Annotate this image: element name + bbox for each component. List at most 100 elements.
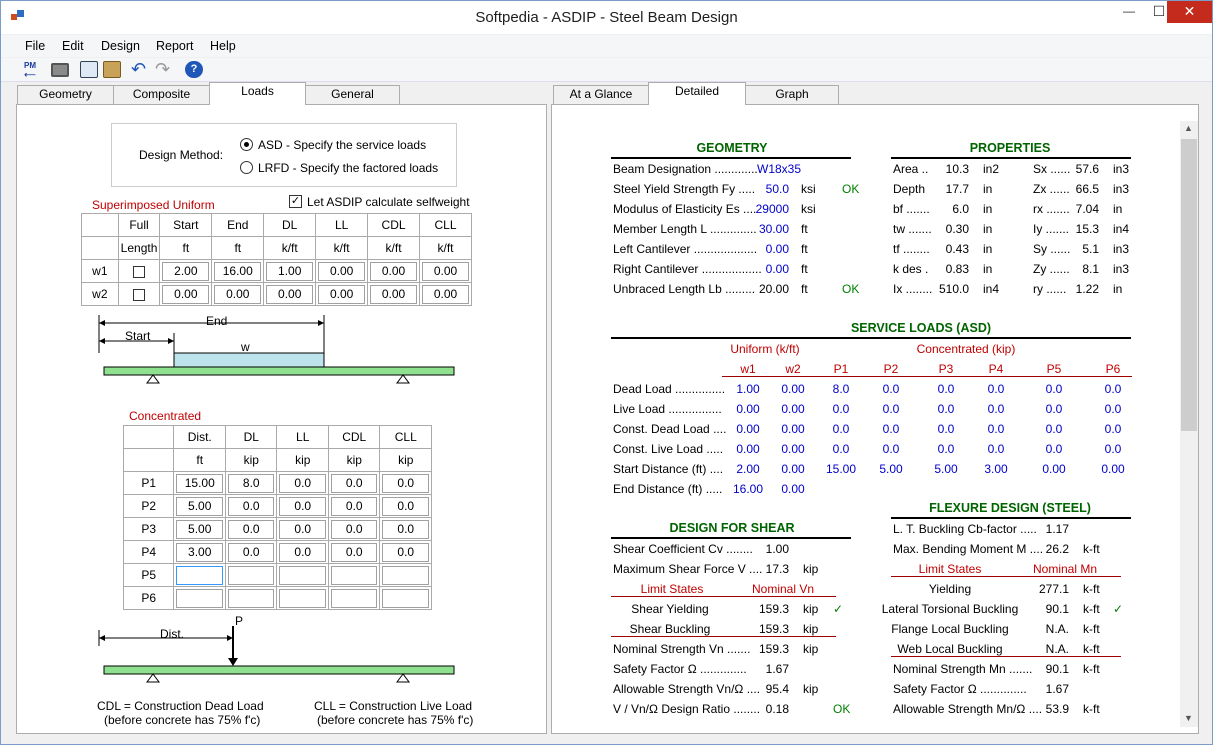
undo-icon[interactable]: ↶ [131,59,147,79]
dist-input[interactable]: 15.00 [176,473,223,493]
ll-input[interactable]: 0.0 [279,473,326,493]
selfweight-checkbox[interactable]: ✓ [289,195,302,208]
start-input[interactable]: 2.00 [162,261,210,281]
cll-input[interactable]: 0.0 [382,542,429,562]
end-input[interactable]: 0.00 [214,284,262,304]
tab-geometry[interactable]: Geometry [17,85,114,104]
ll-input[interactable] [279,588,326,608]
ll-input[interactable]: 0.0 [279,519,326,539]
prop-label: k des . [893,262,929,276]
vertical-scrollbar[interactable]: ▲ ▼ [1180,121,1198,727]
title-bar: Softpedia - ASDIP - Steel Beam Design — … [1,1,1212,34]
tab-detailed[interactable]: Detailed [648,82,746,105]
nominal-header: Nominal Mn [1032,562,1098,576]
service-value: 0.0 [987,402,1005,416]
dl-input[interactable]: 0.00 [266,284,314,304]
close-button[interactable]: ✕ [1167,1,1212,23]
cdl-input[interactable] [330,588,378,608]
cll-input[interactable]: 0.00 [422,284,469,304]
prop-unit: in3 [1113,182,1130,196]
ll-input[interactable]: 0.00 [318,284,366,304]
shear-title: DESIGN FOR SHEAR [669,521,795,535]
dist-input[interactable]: 3.00 [176,542,223,562]
cll-input[interactable]: 0.0 [382,496,429,516]
report-value: N.A. [1045,642,1069,656]
start-input[interactable]: 0.00 [162,284,210,304]
cll-input[interactable] [382,565,429,585]
report-label: Nominal Strength Mn ....... [893,662,1033,676]
scroll-down-icon[interactable]: ▼ [1184,713,1193,723]
prop-value: 57.6 [1075,162,1099,176]
cdl-input[interactable]: 0.00 [370,261,417,281]
copy-icon[interactable] [80,61,98,78]
report-value: 159.3 [758,622,789,636]
help-icon[interactable]: ? [185,61,203,78]
dl-input[interactable]: 0.0 [227,496,275,516]
maximize-button[interactable]: ☐ [1152,3,1166,19]
lrfd-radio[interactable] [240,161,253,174]
cdl-input[interactable]: 0.0 [330,519,378,539]
service-value: 0.0 [937,442,955,456]
cdl-input[interactable]: 0.0 [330,542,378,562]
ll-input[interactable]: 0.0 [279,496,326,516]
unit-header: ft [159,236,213,260]
dl-input[interactable] [227,588,275,608]
redo-icon[interactable]: ↷ [155,59,171,79]
scroll-thumb[interactable] [1181,139,1197,431]
dist-input[interactable]: 5.00 [176,519,223,539]
menu-edit[interactable]: Edit [62,39,84,53]
menu-report[interactable]: Report [156,39,194,53]
ll-input[interactable] [279,565,326,585]
cll-input[interactable] [382,588,429,608]
paste-icon[interactable] [103,61,121,78]
end-input[interactable]: 16.00 [214,261,262,281]
dist-input[interactable] [176,565,223,585]
service-value: 16.00 [732,482,764,496]
ll-input[interactable]: 0.00 [318,261,366,281]
report-label: Shear Coefficient Cv ........ [613,542,753,556]
cdl-note-sub: (before concrete has 75% f'c) [104,713,261,727]
ll-input[interactable]: 0.0 [279,542,326,562]
unit-header: kip [379,448,432,472]
prop-unit: in3 [1113,242,1130,256]
report-value: 159.3 [758,642,789,656]
full-length-checkbox[interactable] [133,288,146,301]
dl-input[interactable]: 0.0 [227,519,275,539]
asd-radio[interactable] [240,138,253,151]
menu-file[interactable]: File [25,39,46,53]
menu-design[interactable]: Design [101,39,140,53]
cdl-input[interactable]: 0.00 [370,284,417,304]
dl-input[interactable] [227,565,275,585]
service-value: 2.00 [736,462,760,476]
dl-input[interactable]: 0.0 [227,542,275,562]
properties-title: PROPERTIES [969,141,1051,155]
cll-input[interactable]: 0.00 [422,261,469,281]
prop-label: rx ....... [1033,202,1070,216]
cdl-input[interactable]: 0.0 [330,496,378,516]
dist-input[interactable] [176,588,223,608]
menu-help[interactable]: Help [210,39,236,53]
tab-at-a-glance[interactable]: At a Glance [553,85,649,104]
prop-unit: in [983,242,993,256]
tab-general[interactable]: General [305,85,400,104]
tab-loads[interactable]: Loads [209,82,306,105]
dist-input[interactable]: 5.00 [176,496,223,516]
cll-input[interactable]: 0.0 [382,519,429,539]
dl-input[interactable]: 8.0 [227,473,275,493]
cdl-input[interactable] [330,565,378,585]
prop-label: bf ....... [893,202,930,216]
dl-input[interactable]: 1.00 [266,261,314,281]
print-icon[interactable] [51,63,69,77]
limit-label: Flange Local Buckling [891,622,1009,636]
minimize-button[interactable]: — [1123,4,1135,18]
tab-composite[interactable]: Composite [113,85,210,104]
cdl-input[interactable]: 0.0 [330,473,378,493]
tab-graph[interactable]: Graph [745,85,839,104]
cll-input[interactable]: 0.0 [382,473,429,493]
limit-states-header: Limit States [640,582,704,596]
scroll-up-icon[interactable]: ▲ [1184,123,1193,133]
pm-icon[interactable]: PM ⟵ [24,61,36,79]
full-length-checkbox[interactable] [133,265,146,278]
service-value: 0.00 [781,442,805,456]
report-value: 159.3 [758,602,789,616]
